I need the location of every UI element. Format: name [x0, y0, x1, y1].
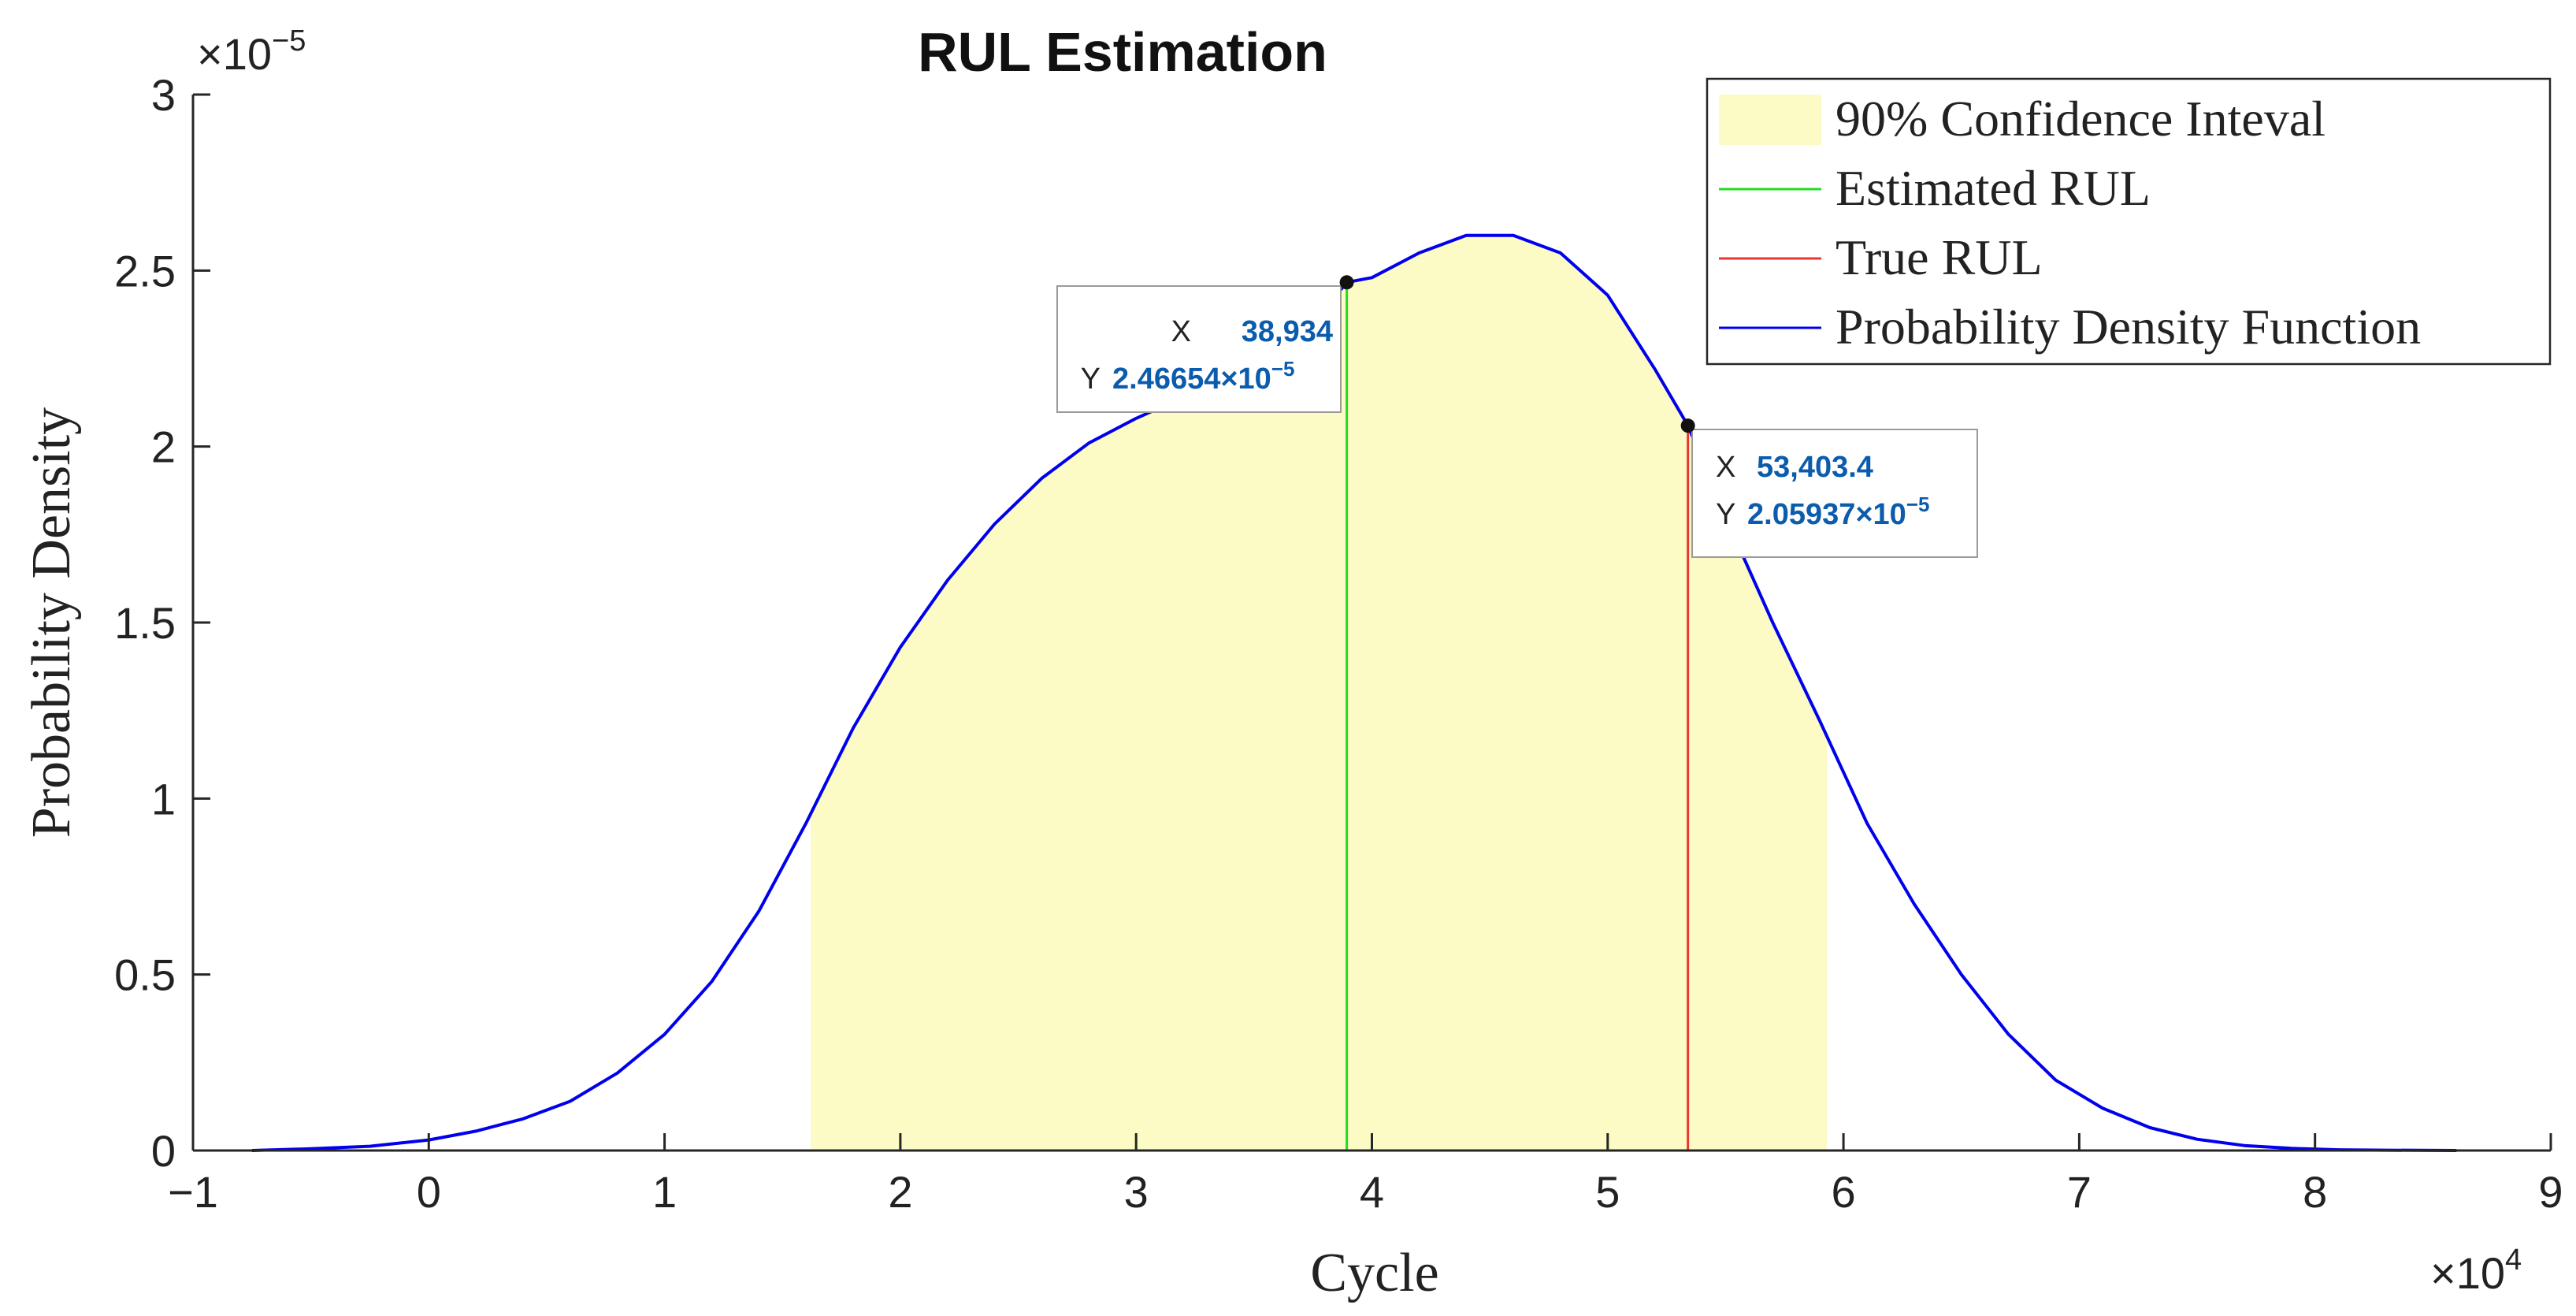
- x-tick-label: 3: [1124, 1167, 1149, 1217]
- datatip-true-marker: [1680, 418, 1695, 433]
- x-tick-label: 7: [2067, 1167, 2092, 1217]
- y-tick-label: 0.5: [114, 950, 176, 1000]
- x-tick-label: 0: [417, 1167, 441, 1217]
- chart-title: RUL Estimation: [918, 21, 1327, 83]
- datatip-true-x-value: 53,403.4: [1757, 451, 1873, 484]
- legend-box: [1706, 77, 2552, 366]
- datatip-estimated-marker: [1339, 275, 1354, 290]
- x-tick-label: 6: [1832, 1167, 1856, 1217]
- legend-label: 90% Confidence Inteval: [1835, 91, 2325, 147]
- datatip-estimated-x-key: X: [1171, 315, 1191, 348]
- legend-label: Estimated RUL: [1835, 160, 2151, 216]
- legend-swatch-confidence: [1719, 95, 1821, 145]
- x-tick-label: 5: [1595, 1167, 1620, 1217]
- y-tick-label: 3: [151, 70, 176, 120]
- x-tick-label: 9: [2538, 1167, 2563, 1217]
- datatip-estimated-y-value: 2.46654×10−5: [1112, 357, 1294, 396]
- confidence-interval-area: [811, 235, 1828, 1151]
- pdf-curve: [251, 233, 2457, 1152]
- datatip-true-x-key: X: [1716, 451, 1735, 484]
- datatip-estimated-y-key: Y: [1081, 362, 1101, 396]
- y-tick-label: 2: [151, 422, 176, 472]
- y-axis-label: Probability Density: [21, 407, 82, 838]
- datatip-estimated-x-value: 38,934: [1242, 315, 1333, 348]
- x-axis-label: Cycle: [1310, 1243, 1438, 1303]
- y-tick-label: 1.5: [114, 598, 176, 648]
- datatip-true-box: [1691, 429, 1978, 558]
- datatip-true-y-value: 2.05937×10−5: [1747, 493, 1929, 531]
- x-exponent-label: ×104: [2430, 1244, 2522, 1298]
- legend-label: Probability Density Function: [1835, 299, 2421, 355]
- y-tick-label: 2.5: [114, 246, 176, 296]
- y-tick-label: 0: [151, 1126, 176, 1176]
- datatip-true-y-key: Y: [1716, 498, 1735, 531]
- x-tick-label: 2: [888, 1167, 912, 1217]
- x-tick-label: 1: [652, 1167, 677, 1217]
- x-tick-label: 4: [1360, 1167, 1384, 1217]
- y-tick-label: 1: [151, 774, 176, 823]
- x-tick-label: −1: [168, 1167, 218, 1217]
- x-tick-label: 8: [2303, 1167, 2327, 1217]
- y-exponent-label: ×10−5: [197, 24, 306, 79]
- datatip-estimated-box: [1056, 285, 1342, 413]
- legend-label: True RUL: [1835, 229, 2043, 285]
